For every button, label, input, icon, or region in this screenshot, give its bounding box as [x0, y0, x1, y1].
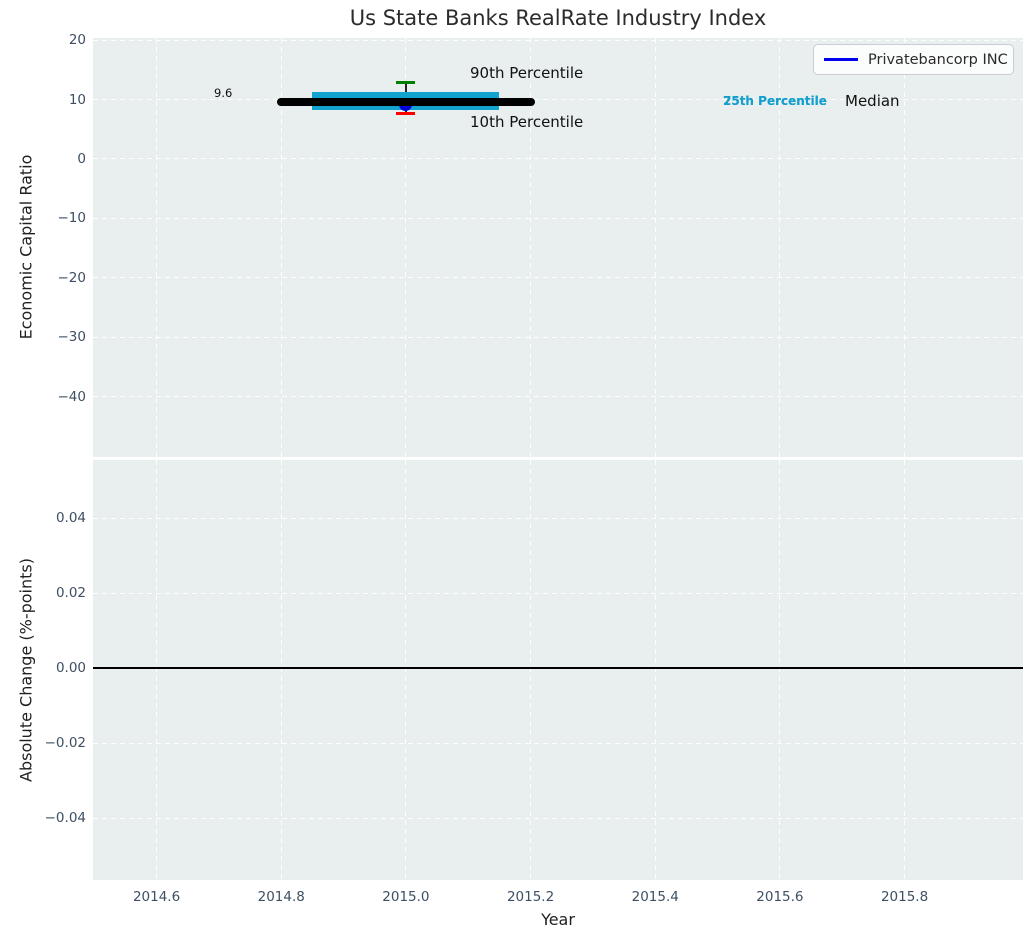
- x-tick-label: 2014.6: [132, 889, 181, 905]
- x-tick-label: 2015.2: [506, 889, 555, 905]
- gridline: [93, 817, 1023, 819]
- y-tick-label: 20: [68, 32, 86, 49]
- gridline: [156, 38, 158, 457]
- x-tick-label: 2015.6: [756, 889, 804, 905]
- y-tick-label: 0: [77, 150, 86, 167]
- annotation-median: Median: [845, 92, 900, 110]
- axes-top-economic-capital-ratio: [93, 38, 1023, 457]
- x-axis-label: Year: [541, 910, 575, 929]
- gridline: [93, 336, 1023, 338]
- annotation-75th-percentile: 75th Percentile: [723, 94, 827, 108]
- gridline: [93, 158, 1023, 160]
- y-tick-label: 0.02: [55, 585, 86, 602]
- gridline: [779, 460, 781, 880]
- x-tick-label: 2014.8: [257, 889, 305, 905]
- whisker-cap-90th: [396, 80, 416, 84]
- gridline: [93, 39, 1023, 41]
- chart-title: Us State Banks RealRate Industry Index: [349, 6, 767, 30]
- legend-line-sample: [824, 58, 858, 61]
- x-tick-label: 2015.0: [382, 889, 430, 905]
- axes-bottom-absolute-change: [93, 460, 1023, 880]
- gridline: [93, 517, 1023, 519]
- y-tick-label: −30: [57, 329, 87, 346]
- median-line: [277, 97, 535, 107]
- gridline: [93, 396, 1023, 398]
- gridline: [904, 460, 906, 880]
- annotation-median-value: 9.6: [214, 86, 233, 100]
- annotation-10th-percentile: 10th Percentile: [470, 113, 584, 131]
- y-tick-label: −20: [57, 269, 87, 286]
- annotation-90th-percentile: 90th Percentile: [470, 64, 584, 82]
- gridline: [280, 38, 282, 457]
- y-tick-label: −10: [57, 210, 87, 227]
- gridline: [654, 38, 656, 457]
- gridline: [405, 38, 407, 457]
- gridline: [904, 38, 906, 457]
- y-tick-label: 0.00: [55, 660, 86, 677]
- gridline: [405, 460, 407, 880]
- annotation-25th-percentile: 25th Percentile: [723, 94, 827, 108]
- gridline: [93, 99, 1023, 100]
- gridline: [93, 592, 1023, 594]
- x-tick-label: 2015.8: [880, 889, 929, 905]
- x-tick-label: 2015.4: [631, 889, 679, 905]
- y-tick-label: −40: [57, 388, 87, 405]
- legend-box: Privatebancorp INC: [813, 44, 1014, 75]
- y-tick-label: −0.02: [44, 735, 86, 752]
- gridline: [93, 217, 1023, 219]
- y-axis-label-top: Economic Capital Ratio: [16, 154, 36, 340]
- zero-line: [93, 667, 1023, 669]
- gridline: [779, 38, 781, 457]
- legend-entry-label: Privatebancorp INC: [868, 51, 1008, 68]
- gridline: [530, 38, 532, 457]
- gridline: [654, 460, 656, 880]
- gridline: [280, 460, 282, 880]
- gridline: [156, 460, 158, 880]
- gridline: [93, 277, 1023, 279]
- whisker-cap-10th: [396, 112, 416, 116]
- gridline: [530, 460, 532, 880]
- y-tick-label: −0.04: [44, 810, 86, 827]
- gridline: [93, 742, 1023, 744]
- y-tick-label: 0.04: [55, 510, 86, 527]
- y-tick-label: 10: [68, 91, 86, 108]
